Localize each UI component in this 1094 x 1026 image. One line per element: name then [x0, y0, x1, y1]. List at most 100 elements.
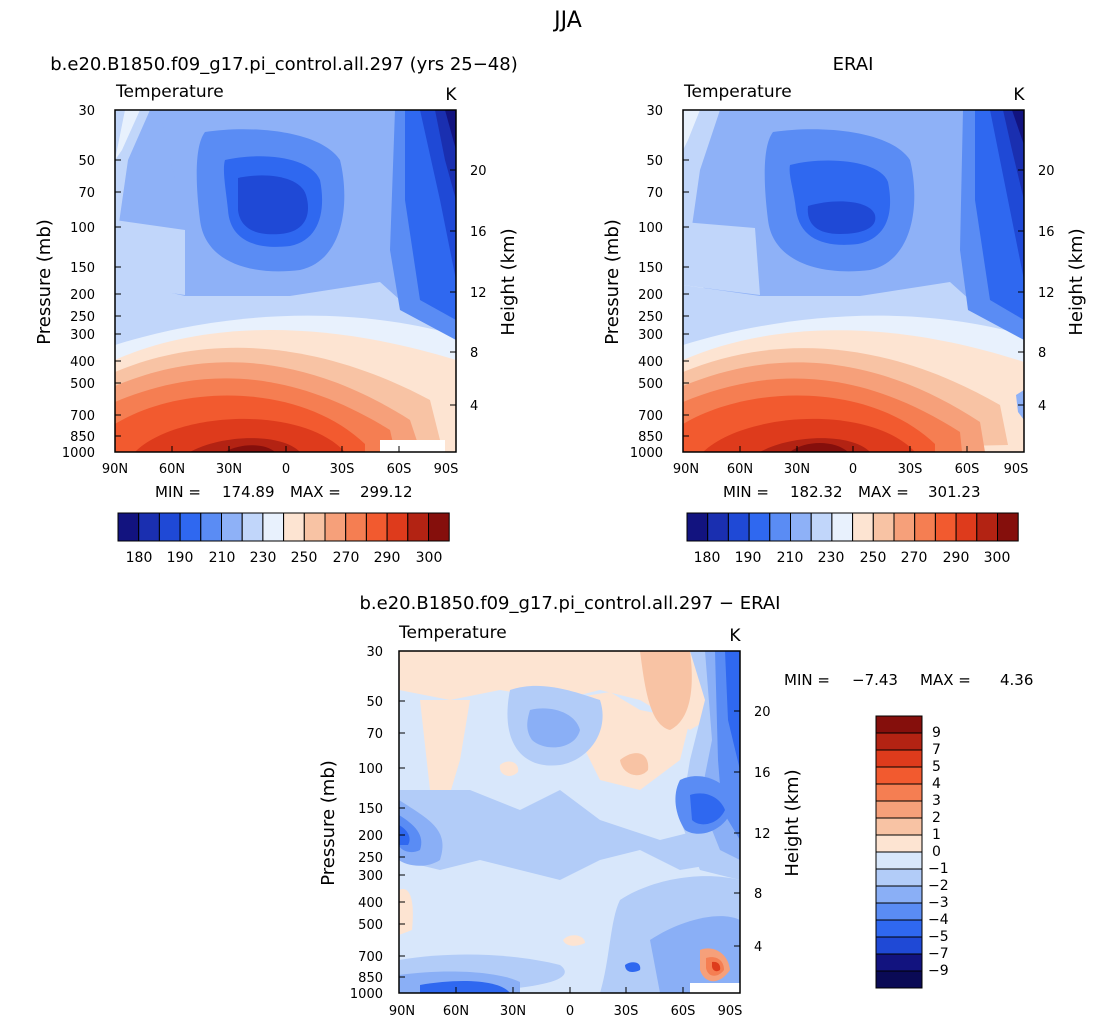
height-tick: 4 — [470, 399, 478, 414]
colorbar-label: 270 — [901, 550, 928, 566]
colorbar-swatch — [831, 512, 854, 542]
pressure-tick: 100 — [638, 221, 663, 236]
colorbar-label: 250 — [291, 550, 318, 566]
colorbar-label: 210 — [209, 550, 236, 566]
lat-tick: 30N — [500, 1004, 526, 1019]
colorbar-label: −2 — [928, 878, 949, 894]
colorbar-swatch — [875, 902, 923, 921]
height-tick: 20 — [470, 164, 487, 179]
colorbar-label: −1 — [928, 861, 949, 877]
lat-tick: 60S — [955, 462, 980, 477]
lat-tick: 90S — [434, 462, 459, 477]
colorbar-swatch — [748, 512, 771, 542]
min-value: −7.43 — [852, 671, 898, 689]
pressure-tick: 300 — [638, 328, 663, 343]
lat-tick: 30S — [330, 462, 355, 477]
max-value: 299.12 — [360, 483, 413, 501]
contour-field — [683, 110, 1024, 452]
colorbar-swatch — [303, 512, 326, 542]
colorbar-swatch — [686, 512, 709, 542]
colorbar-label: 9 — [932, 725, 941, 741]
pressure-tick: 700 — [638, 409, 663, 424]
pressure-tick: 150 — [358, 802, 383, 817]
colorbar-label: −9 — [928, 963, 949, 979]
height-tick: 16 — [1038, 225, 1055, 240]
lat-tick: 60N — [159, 462, 185, 477]
pressure-tick: 150 — [70, 261, 95, 276]
lat-tick: 60S — [671, 1004, 696, 1019]
min-value: 182.32 — [790, 483, 843, 501]
variable-label: Temperature — [683, 82, 792, 102]
pressure-tick: 850 — [638, 430, 663, 445]
max-label: MAX = — [290, 483, 341, 501]
lat-tick: 90S — [718, 1004, 743, 1019]
height-tick: 4 — [754, 940, 762, 955]
min-value: 174.89 — [222, 483, 275, 501]
colorbar — [875, 715, 923, 989]
colorbar — [117, 512, 450, 542]
latitude-axis: 90N 60N 30N 0 30S 60S 90S — [389, 1004, 743, 1019]
lat-tick: 90S — [1004, 462, 1029, 477]
lat-tick: 0 — [849, 462, 857, 477]
height-tick: 4 — [1038, 399, 1046, 414]
colorbar-label: 300 — [984, 550, 1011, 566]
latitude-axis: 90N 60N 30N 0 30S 60S 90S — [102, 462, 459, 477]
colorbar-label: 270 — [333, 550, 360, 566]
pressure-tick: 200 — [70, 288, 95, 303]
max-value: 301.23 — [928, 483, 981, 501]
lat-tick: 0 — [566, 1004, 574, 1019]
height-axis-label: Height (km) — [1066, 228, 1087, 335]
height-tick: 8 — [754, 887, 762, 902]
colorbar-swatch — [262, 512, 285, 542]
lat-tick: 60N — [443, 1004, 469, 1019]
pressure-axis: 30 50 70 100 150 200 250 300 400 500 700… — [350, 645, 383, 1002]
pressure-tick: 250 — [70, 310, 95, 325]
colorbar-swatch — [875, 885, 923, 904]
pressure-tick: 30 — [366, 645, 383, 660]
pressure-axis-label: Pressure (mb) — [602, 219, 623, 345]
colorbar-swatch — [852, 512, 874, 542]
colorbar-label: −5 — [928, 929, 949, 945]
pressure-tick: 200 — [638, 288, 663, 303]
colorbar-label: 2 — [932, 810, 941, 826]
pressure-tick: 300 — [358, 869, 383, 884]
colorbar-swatch — [875, 868, 923, 887]
height-tick: 16 — [470, 225, 487, 240]
colorbar-swatch — [200, 512, 223, 542]
height-tick: 20 — [1038, 164, 1055, 179]
panel-difference: b.e20.B1850.f09_g17.pi_control.all.297 −… — [318, 593, 1033, 1019]
height-tick: 8 — [470, 346, 478, 361]
colorbar-swatch — [428, 512, 450, 542]
pressure-tick: 200 — [358, 829, 383, 844]
colorbar-swatch — [875, 834, 923, 853]
colorbar-label: 230 — [250, 550, 277, 566]
colorbar-swatch — [324, 512, 347, 542]
min-label: MIN = — [155, 483, 201, 501]
panel-erai: ERAI Temperature K — [602, 54, 1087, 566]
colorbar-label: 250 — [860, 550, 887, 566]
stats: MIN = −7.43 MAX = 4.36 — [784, 671, 1033, 689]
pressure-tick: 100 — [70, 221, 95, 236]
colorbar-label: 5 — [932, 759, 941, 775]
height-axis-label: Height (km) — [498, 228, 519, 335]
pressure-axis: 30 50 70 100 150 200 250 300 400 500 700… — [630, 104, 663, 461]
pressure-tick: 700 — [70, 409, 95, 424]
lat-tick: 90N — [102, 462, 128, 477]
colorbar-swatch — [875, 919, 923, 938]
max-value: 4.36 — [1000, 671, 1033, 689]
lat-tick: 0 — [282, 462, 290, 477]
pressure-tick: 850 — [358, 971, 383, 986]
colorbar-swatch — [875, 766, 923, 785]
pressure-axis-label: Pressure (mb) — [318, 760, 339, 886]
height-tick: 16 — [754, 766, 771, 781]
pressure-axis-label: Pressure (mb) — [34, 219, 55, 345]
colorbar-label: 190 — [167, 550, 194, 566]
colorbar-label: 290 — [374, 550, 401, 566]
colorbar-swatch — [893, 512, 916, 542]
lat-tick: 30S — [614, 1004, 639, 1019]
colorbar-swatch — [727, 512, 750, 542]
height-tick: 8 — [1038, 346, 1046, 361]
pressure-axis: 30 50 70 100 150 200 250 300 400 500 700… — [62, 104, 95, 461]
latitude-axis: 90N 60N 30N 0 30S 60S 90S — [673, 462, 1029, 477]
colorbar-swatch — [221, 512, 243, 542]
